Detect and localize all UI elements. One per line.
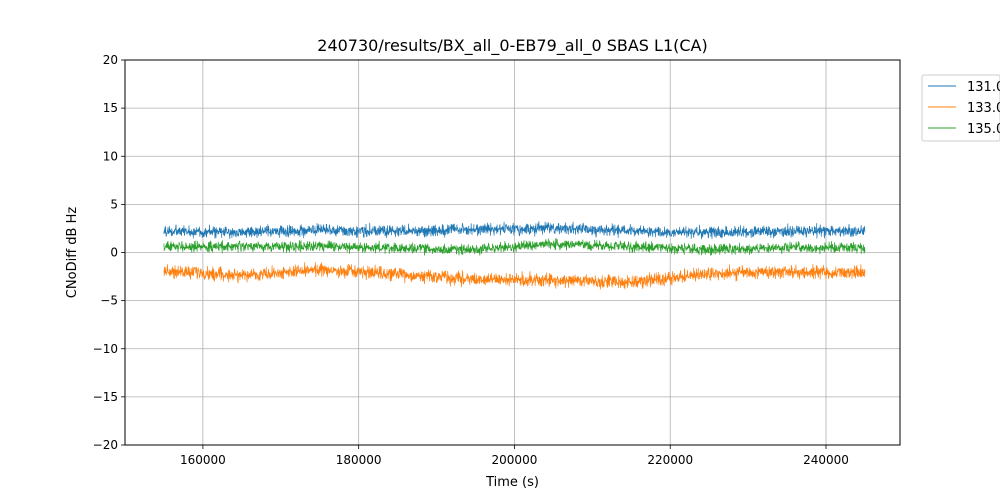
chart-title: 240730/results/BX_all_0-EB79_all_0 SBAS …: [317, 36, 707, 56]
legend-label-131.0: 131.0: [967, 80, 1000, 95]
series-131.0-line: [163, 221, 866, 240]
legend: 131.0 133.0 135.0: [921, 74, 1000, 142]
x-axis-title: Time (s): [485, 475, 539, 490]
legend-label-135.0: 135.0: [967, 122, 1000, 137]
x-tick-label: 240000: [803, 453, 849, 467]
y-tick-label: 10: [103, 149, 118, 163]
y-tick-label: −10: [93, 342, 118, 356]
series-133.0-line: [163, 262, 866, 290]
y-tick-label: 20: [103, 53, 118, 67]
y-axis-title: CNoDiff dB Hz: [65, 207, 80, 299]
series-layer: [163, 221, 866, 290]
series-135.0-line: [163, 238, 866, 256]
y-tick-label: 15: [103, 101, 118, 115]
legend-box: [921, 74, 1000, 142]
y-tick-label: −20: [93, 438, 118, 452]
ticks: 160000 180000 200000 220000 240000 −20 −15 −10 −…: [93, 53, 849, 467]
y-tick-label: −5: [100, 294, 118, 308]
y-tick-label: 5: [110, 197, 118, 211]
y-tick-label: 0: [110, 246, 118, 260]
x-tick-label: 160000: [180, 453, 226, 467]
x-tick-label: 180000: [336, 453, 382, 467]
x-tick-label: 220000: [647, 453, 693, 467]
legend-label-133.0: 133.0: [967, 101, 1000, 116]
x-tick-label: 200000: [492, 453, 538, 467]
legend-items: 131.0 133.0 135.0: [928, 80, 1000, 137]
y-tick-label: −15: [93, 390, 118, 404]
